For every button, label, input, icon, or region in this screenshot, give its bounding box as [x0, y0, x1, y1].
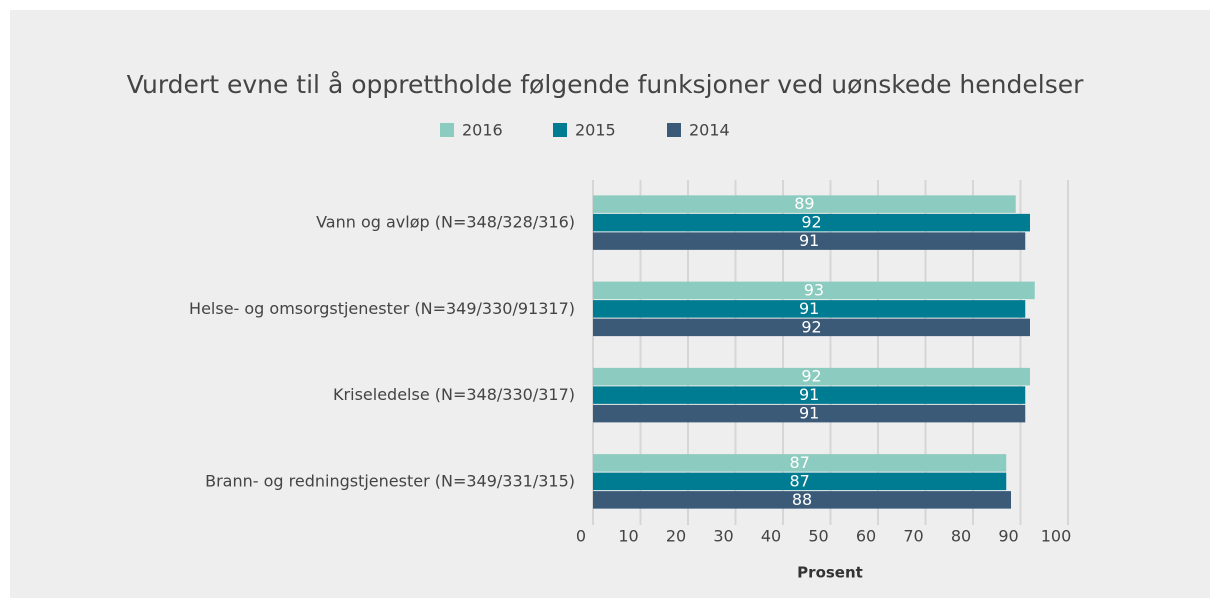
- x-tick-label: 70: [903, 527, 923, 546]
- x-tick-label: 10: [618, 527, 638, 546]
- data-label: 89: [794, 194, 814, 213]
- x-axis-label: Prosent: [797, 564, 863, 582]
- bar: [593, 281, 1035, 300]
- bar: [593, 232, 1026, 250]
- x-tick-label: 60: [856, 527, 876, 546]
- y-tick-label: Vann og avløp (N=348/328/316): [316, 213, 575, 232]
- data-label: 92: [801, 367, 821, 386]
- data-label: 88: [792, 490, 812, 509]
- bar: [593, 404, 1026, 423]
- chart-title: Vurdert evne til å opprettholde følgende…: [127, 70, 1085, 99]
- y-tick-label: Kriseledelse (N=348/330/317): [333, 385, 575, 404]
- data-label: 87: [789, 453, 809, 472]
- bar: [593, 195, 1016, 213]
- data-label: 87: [789, 471, 809, 490]
- legend-swatch: [667, 123, 681, 137]
- data-label: 91: [799, 385, 819, 404]
- bar: [593, 300, 1026, 318]
- bar: [593, 472, 1007, 491]
- bar: [593, 491, 1011, 509]
- bar: [593, 454, 1007, 472]
- y-tick-label: Helse- og omsorgstjenester (N=349/330/91…: [189, 299, 575, 318]
- legend-swatch: [440, 123, 454, 137]
- x-tick-label: 40: [761, 527, 781, 546]
- legend-label: 2016: [462, 121, 503, 140]
- data-label: 91: [799, 404, 819, 423]
- x-tick-label: 0: [576, 527, 586, 546]
- data-label: 92: [801, 317, 821, 336]
- legend-label: 2015: [575, 121, 616, 140]
- data-label: 93: [804, 280, 824, 299]
- bar: [593, 386, 1026, 404]
- bar: [593, 213, 1030, 232]
- x-tick-label: 90: [998, 527, 1018, 546]
- x-tick-label: 30: [713, 527, 733, 546]
- x-tick-label: 80: [951, 527, 971, 546]
- x-tick-label: 20: [666, 527, 686, 546]
- data-label: 92: [801, 213, 821, 232]
- y-tick-label: Brann- og redningstjenester (N=349/331/3…: [205, 471, 575, 490]
- data-label: 91: [799, 299, 819, 318]
- legend-swatch: [553, 123, 567, 137]
- x-tick-label: 100: [1041, 527, 1072, 546]
- x-tick-label: 50: [808, 527, 828, 546]
- legend-label: 2014: [689, 121, 730, 140]
- bar: [593, 367, 1030, 386]
- bar: [593, 318, 1030, 337]
- data-label: 91: [799, 231, 819, 250]
